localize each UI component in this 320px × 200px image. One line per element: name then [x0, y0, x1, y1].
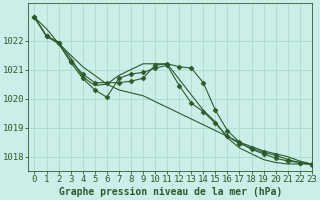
X-axis label: Graphe pression niveau de la mer (hPa): Graphe pression niveau de la mer (hPa): [59, 187, 282, 197]
